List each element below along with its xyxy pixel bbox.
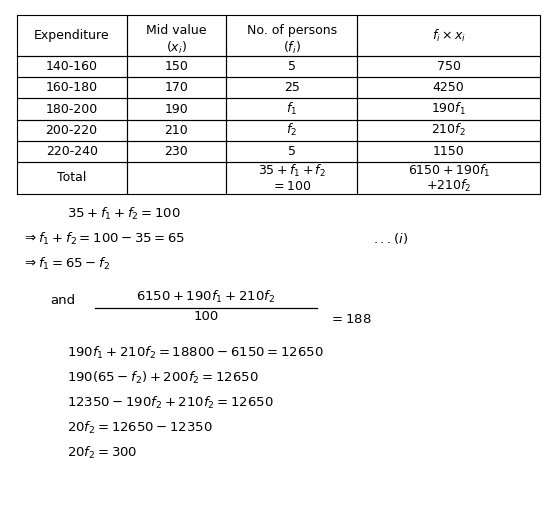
Text: $35 + f_1 + f_2 = 100$: $35 + f_1 + f_2 = 100$	[67, 206, 180, 223]
Text: 160-180: 160-180	[46, 81, 97, 94]
Text: 200-220: 200-220	[46, 124, 97, 137]
Text: 190: 190	[164, 102, 188, 116]
Text: $210f_2$: $210f_2$	[431, 122, 466, 138]
Text: $...(i)$: $...(i)$	[373, 231, 408, 246]
Text: $= 100$: $= 100$	[271, 179, 312, 193]
Text: 750: 750	[437, 60, 461, 73]
Text: $12350 - 190f_2 + 210f_2 = 12650$: $12350 - 190f_2 + 210f_2 = 12650$	[67, 394, 273, 411]
Text: $= 188$: $= 188$	[329, 313, 372, 326]
Text: 4250: 4250	[433, 81, 465, 94]
Text: $190(65 - f_2) + 200f_2 = 12650$: $190(65 - f_2) + 200f_2 = 12650$	[67, 370, 258, 386]
Text: Mid value: Mid value	[146, 24, 207, 37]
Text: $\Rightarrow f_1 + f_2 = 100 - 35 = 65$: $\Rightarrow f_1 + f_2 = 100 - 35 = 65$	[22, 231, 185, 247]
Text: and: and	[50, 294, 75, 307]
Text: $35 + f_1 + f_2$: $35 + f_1 + f_2$	[258, 163, 325, 179]
Text: 170: 170	[164, 81, 188, 94]
Text: $\Rightarrow f_1 = 65 - f_2$: $\Rightarrow f_1 = 65 - f_2$	[22, 257, 110, 272]
Text: $6150 + 190f_1 + 210f_2$: $6150 + 190f_1 + 210f_2$	[136, 288, 276, 305]
Text: $20f_2 = 300$: $20f_2 = 300$	[67, 445, 137, 461]
Text: Expenditure: Expenditure	[34, 29, 110, 42]
Text: 180-200: 180-200	[46, 102, 98, 116]
Text: 5: 5	[287, 145, 296, 158]
Text: Total: Total	[57, 171, 86, 185]
Text: 5: 5	[287, 60, 296, 73]
Text: 100: 100	[193, 310, 219, 323]
Text: 230: 230	[164, 145, 188, 158]
Text: $20f_2 = 12650 - 12350$: $20f_2 = 12650 - 12350$	[67, 420, 213, 436]
Text: $190f_1 + 210f_2 = 18800 - 6150 = 12650$: $190f_1 + 210f_2 = 18800 - 6150 = 12650$	[67, 345, 324, 360]
Text: $6150 + 190f_1$: $6150 + 190f_1$	[408, 163, 490, 179]
Text: 1150: 1150	[433, 145, 465, 158]
Text: $f_1$: $f_1$	[286, 101, 297, 117]
Text: $190f_1$: $190f_1$	[431, 101, 466, 117]
Text: $f_2$: $f_2$	[286, 122, 297, 138]
Text: $f_i \times x_i$: $f_i \times x_i$	[432, 27, 466, 44]
Text: 150: 150	[164, 60, 188, 73]
Text: $+ 210f_2$: $+ 210f_2$	[426, 178, 471, 194]
Text: No. of persons: No. of persons	[247, 24, 336, 37]
Text: 140-160: 140-160	[46, 60, 97, 73]
Text: 210: 210	[164, 124, 188, 137]
Text: 220-240: 220-240	[46, 145, 97, 158]
Text: 25: 25	[284, 81, 300, 94]
Text: $(x_i)$: $(x_i)$	[166, 40, 187, 56]
Text: $(f_i)$: $(f_i)$	[282, 40, 301, 56]
